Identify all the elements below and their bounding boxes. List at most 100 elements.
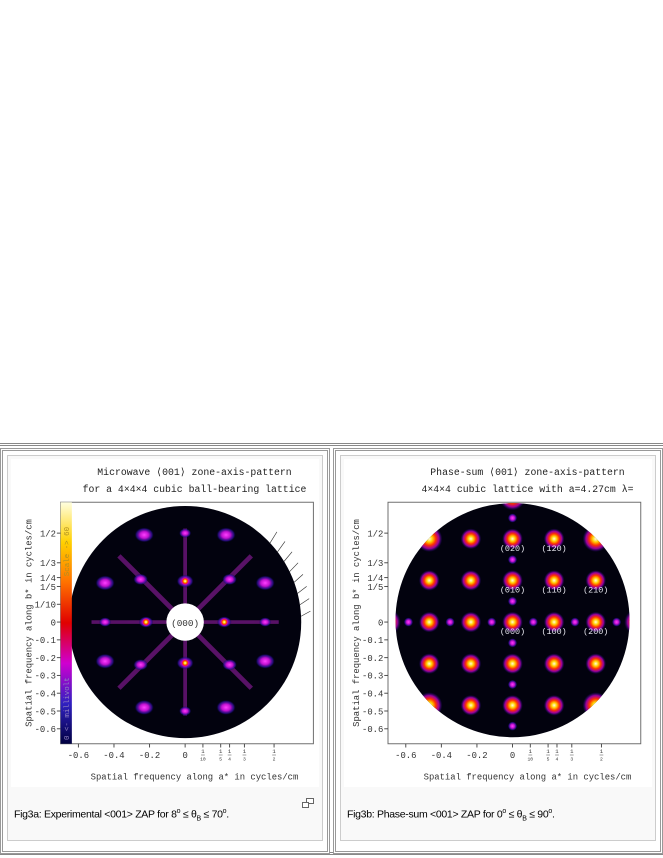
rim-tick	[269, 531, 278, 544]
y-tick-label: 1/10	[35, 601, 56, 611]
diffraction-spot	[502, 528, 523, 550]
x-tick-label: 0	[510, 751, 515, 761]
diffraction-spot	[585, 653, 607, 674]
x-tick-label: -0.2	[466, 751, 487, 761]
reflection-label: (100)	[542, 627, 567, 637]
thumbnail-box: Phase-sum ⟨001⟩ zone-axis-pattern 4×4×4 c…	[340, 455, 656, 841]
x-tick-denominator: 10	[200, 757, 206, 763]
satellite-spot	[507, 721, 518, 731]
diffraction-spot	[499, 503, 526, 511]
fig3b-plot: Phase-sum ⟨001⟩ zone-axis-pattern 4×4×4 c…	[352, 467, 642, 782]
reflection-label: (000)	[500, 627, 525, 637]
diffraction-spot	[418, 570, 440, 591]
y-tick-label: -0.3	[35, 672, 56, 682]
thumbnail-box: Microwave ⟨001⟩ zone-axis-pattern for a 4…	[7, 455, 323, 841]
y-tick-label: -0.5	[362, 707, 383, 717]
satellite-spot	[507, 638, 518, 648]
plot-title: Phase-sum ⟨001⟩ zone-axis-pattern	[430, 467, 624, 478]
diffraction-spot	[624, 608, 630, 636]
x-tick-numerator: 1	[201, 748, 205, 755]
fig3b-caption: Fig3b: Phase-sum <001> ZAP for 0o ≤ θB ≤…	[347, 808, 555, 823]
x-tick-label: -0.6	[395, 751, 416, 761]
caption-text: ≤ 70	[200, 808, 223, 821]
x-tick-numerator: 1	[228, 748, 232, 755]
reflection-label: (210)	[583, 586, 608, 596]
diffraction-spot	[255, 575, 275, 591]
diffraction-spot	[416, 525, 443, 552]
plot-title: for a 4×4×4 cubic ball-bearing lattice	[83, 484, 307, 495]
x-tick-denominator: 3	[570, 757, 573, 763]
diffraction-spot	[418, 653, 440, 674]
caption-text: .	[551, 808, 555, 821]
diffraction-spot	[134, 699, 154, 715]
caption-text: ≤ 90	[526, 808, 549, 821]
diffraction-spot	[95, 575, 115, 591]
diffraction-spot	[418, 611, 440, 633]
rim-tick	[293, 574, 304, 583]
satellite-spot	[507, 554, 518, 565]
diffraction-spot	[543, 570, 565, 591]
x-tick-label: 0	[182, 751, 187, 761]
magnify-clip-icon[interactable]	[302, 798, 314, 808]
diffraction-spot	[460, 528, 482, 550]
y-tick-label: -0.6	[362, 725, 383, 735]
y-tick-label: 1/2	[367, 529, 383, 539]
y-tick-label: 1/5	[367, 583, 383, 593]
y-tick-label: -0.1	[362, 636, 383, 646]
rim-tick	[300, 610, 311, 617]
diffraction-spot	[222, 659, 237, 671]
y-tick-label: -0.4	[35, 689, 56, 699]
fig3a-image[interactable]: Microwave ⟨001⟩ zone-axis-pattern for a 4…	[11, 459, 319, 787]
diffraction-spot	[582, 525, 609, 552]
diffraction-spot	[133, 659, 148, 671]
satellite-spot	[611, 617, 622, 627]
y-tick-label: 1/3	[40, 559, 56, 569]
center-beam-block	[166, 603, 204, 641]
y-tick-label: -0.2	[35, 654, 56, 664]
x-tick-denominator: 4	[556, 757, 559, 763]
plot-title: 4×4×4 cubic lattice with a=4.27cm λ=	[421, 484, 633, 495]
rim-tick	[277, 541, 286, 553]
reflection-label: (120)	[542, 544, 567, 554]
diffraction-spot	[99, 617, 112, 627]
x-tick-numerator: 1	[600, 748, 604, 755]
y-tick-label: -0.3	[362, 672, 383, 682]
reflection-label: (020)	[500, 544, 525, 554]
x-tick-denominator: 10	[527, 757, 533, 763]
rim-tick	[297, 586, 307, 594]
y-tick-label: 0	[378, 618, 383, 628]
caption-degree: o	[548, 808, 552, 815]
satellite-spot	[507, 679, 518, 690]
caption-subscript: B	[522, 815, 527, 823]
x-tick-numerator: 1	[529, 748, 533, 755]
x-tick-label: -0.4	[103, 751, 124, 761]
y-tick-label: -0.1	[35, 636, 56, 646]
diffraction-spot	[216, 699, 236, 715]
gallery-cell-fig3b: Phase-sum ⟨001⟩ zone-axis-pattern 4×4×4 c…	[333, 448, 663, 854]
satellite-spot	[507, 513, 518, 523]
caption-subscript: B	[196, 815, 202, 823]
x-tick-label: -0.4	[431, 751, 452, 761]
x-tick-denominator: 3	[243, 757, 246, 763]
gallery-cell-fig3a: Microwave ⟨001⟩ zone-axis-pattern for a 4…	[0, 448, 330, 854]
caption-degree: o	[222, 808, 227, 815]
colorbar	[60, 502, 72, 744]
fig3b-image[interactable]: Phase-sum ⟨001⟩ zone-axis-pattern 4×4×4 c…	[344, 459, 652, 787]
diffraction-spot	[502, 695, 523, 716]
fig3a-plot: Microwave ⟨001⟩ zone-axis-pattern for a 4…	[25, 467, 314, 782]
diffraction-spot	[585, 611, 607, 633]
diffraction-spot	[259, 617, 272, 627]
diffraction-spot	[95, 653, 115, 669]
diffraction-spot	[179, 528, 192, 538]
plot-title: Microwave ⟨001⟩ zone-axis-pattern	[97, 467, 291, 478]
x-tick-denominator: 5	[547, 757, 550, 763]
diffraction-spot	[460, 695, 482, 716]
diffraction-spot	[502, 653, 523, 674]
diffraction-spot	[141, 617, 151, 627]
caption-degree: o	[502, 808, 506, 815]
y-tick-label: -0.5	[35, 707, 56, 717]
diffraction-spot	[255, 653, 275, 669]
x-axis-label: Spatial frequency along a* in cycles/cm	[424, 772, 632, 782]
caption-degree: o	[176, 808, 181, 815]
caption-text: Fig3a: Experimental <001> ZAP for 8	[14, 808, 177, 821]
